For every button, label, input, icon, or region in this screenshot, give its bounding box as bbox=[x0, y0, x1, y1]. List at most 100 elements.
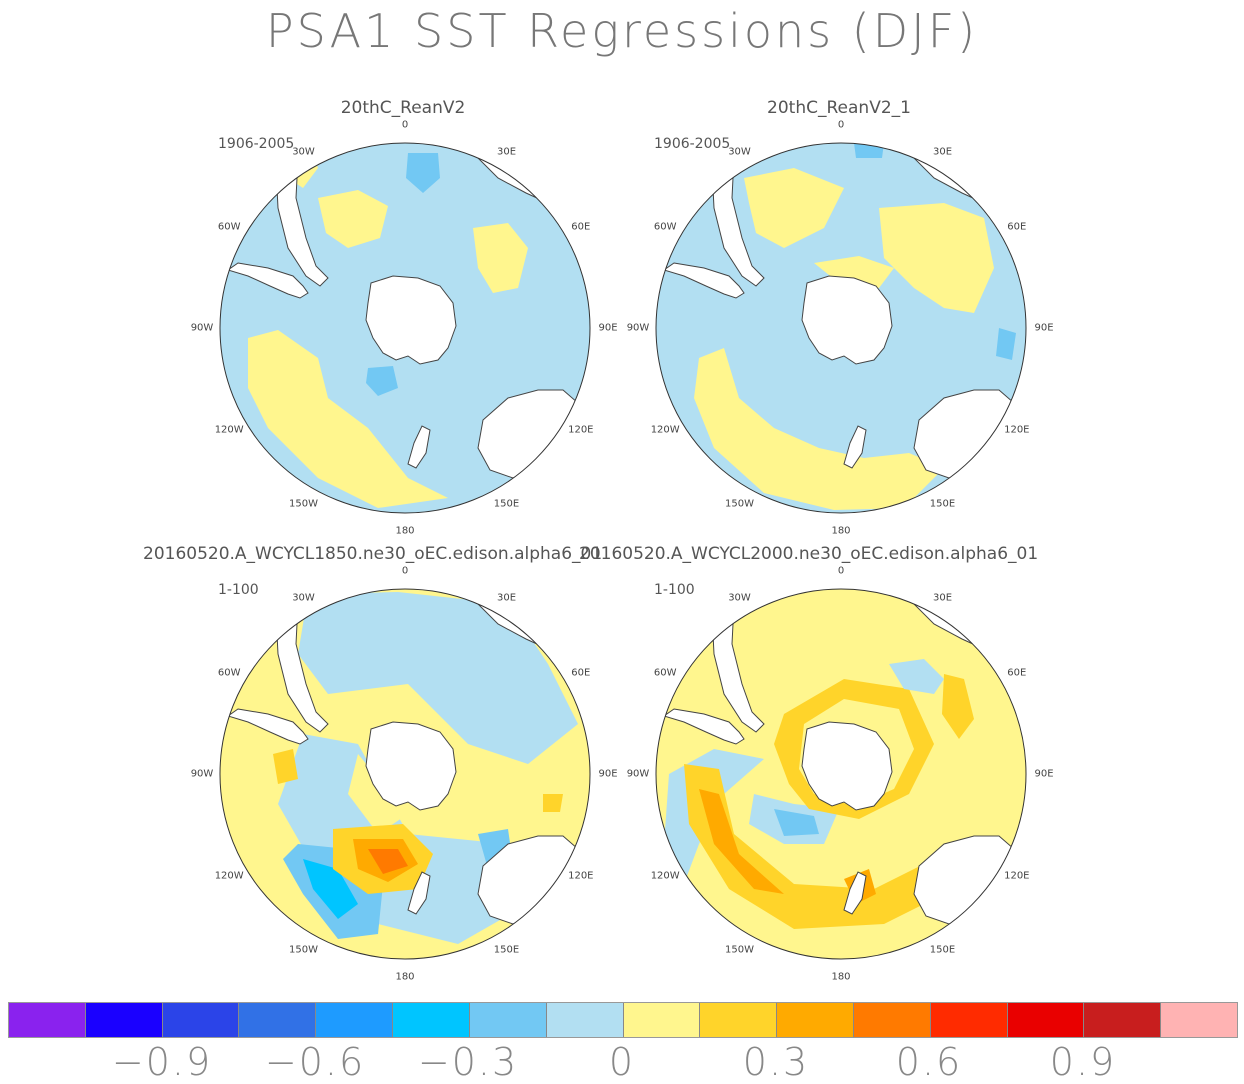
anomaly-contour bbox=[694, 348, 944, 510]
panel-period: 1-100 bbox=[654, 582, 695, 598]
south-america-land bbox=[662, 589, 765, 745]
south-america-land bbox=[226, 143, 329, 299]
anomaly-contour bbox=[248, 330, 448, 508]
longitude-label: 30E bbox=[496, 592, 517, 604]
panel-period: 1906-2005 bbox=[218, 136, 295, 152]
anomaly-contour bbox=[473, 223, 528, 293]
colorbar-swatch bbox=[469, 1003, 547, 1037]
longitude-label: 30E bbox=[932, 592, 953, 604]
colorbar-swatch bbox=[777, 1003, 854, 1037]
longitude-label: 90W bbox=[626, 322, 650, 334]
longitude-label: 180 bbox=[831, 971, 851, 983]
map-boundary bbox=[219, 588, 591, 960]
longitude-label: 150E bbox=[929, 944, 956, 956]
longitude-label: 90E bbox=[1034, 322, 1054, 334]
longitude-label: 150W bbox=[725, 498, 754, 510]
longitude-label: 0 bbox=[837, 119, 845, 131]
longitude-label: 60E bbox=[571, 667, 591, 678]
sst-field bbox=[656, 589, 1026, 959]
polar-map bbox=[655, 588, 1027, 960]
anomaly-contour bbox=[942, 674, 974, 739]
anomaly-contour bbox=[889, 659, 944, 694]
anomaly-contour bbox=[406, 153, 440, 193]
longitude-label: 180 bbox=[395, 971, 415, 983]
antarctica-land bbox=[365, 275, 457, 365]
anomaly-contour bbox=[368, 849, 408, 874]
polar-map bbox=[219, 142, 591, 514]
panel-title: 20thC_ReanV2 bbox=[340, 98, 466, 118]
longitude-label: 30E bbox=[496, 146, 517, 158]
south-america-land bbox=[662, 143, 765, 299]
panel-title: 20thC_ReanV2_1 bbox=[767, 98, 911, 118]
longitude-label: 150E bbox=[929, 498, 956, 510]
longitude-label: 60E bbox=[1007, 221, 1027, 232]
anomaly-contour bbox=[879, 203, 994, 313]
longitude-label: 150W bbox=[725, 944, 754, 956]
longitude-label: 120W bbox=[214, 870, 244, 881]
colorbar-swatch bbox=[162, 1003, 240, 1037]
anomaly-contour bbox=[699, 789, 784, 894]
longitude-label: 150E bbox=[493, 944, 520, 956]
colorbar-swatch bbox=[1084, 1003, 1162, 1037]
antarctica-land bbox=[365, 721, 457, 811]
longitude-label: 120E bbox=[568, 870, 594, 881]
longitude-label: 60W bbox=[653, 667, 677, 678]
panel-title: 20160520.A_WCYCL2000.ne30_oEC.edison.alp… bbox=[579, 544, 1039, 564]
anomaly-contour bbox=[543, 794, 563, 812]
sst-field bbox=[220, 589, 590, 959]
anomaly-contour bbox=[318, 190, 388, 248]
colorbar-tick: 0 bbox=[608, 1040, 636, 1084]
sst-field bbox=[656, 143, 1026, 513]
map-boundary bbox=[655, 588, 1027, 960]
longitude-label: 60W bbox=[217, 221, 241, 232]
colorbar-swatch bbox=[930, 1003, 1008, 1037]
map-boundary bbox=[219, 142, 591, 514]
longitude-label: 90E bbox=[598, 322, 618, 334]
map-panel: 20thC_ReanV2 1906-2005 0 30E 60E 90E 120E 150… bbox=[191, 98, 618, 537]
anomaly-contour bbox=[996, 328, 1016, 360]
longitude-label: 120E bbox=[1004, 424, 1030, 435]
colorbar-swatch bbox=[853, 1003, 931, 1037]
longitude-label: 120W bbox=[650, 424, 680, 435]
longitude-label: 120W bbox=[650, 870, 680, 881]
longitude-label: 60W bbox=[217, 667, 241, 678]
colorbar-swatch bbox=[1007, 1003, 1085, 1037]
anomaly-contour bbox=[273, 749, 298, 784]
colorbar-tick: −0.9 bbox=[111, 1040, 213, 1084]
anomaly-contour bbox=[774, 809, 819, 836]
colorbar-swatch bbox=[623, 1003, 701, 1037]
new-zealand-land bbox=[407, 425, 431, 469]
longitude-label: 60E bbox=[1007, 667, 1027, 678]
colorbar-swatch bbox=[700, 1003, 778, 1037]
longitude-label: 150W bbox=[289, 944, 318, 956]
longitude-label: 0 bbox=[837, 565, 845, 577]
sst-field bbox=[220, 143, 590, 513]
longitude-label: 120E bbox=[568, 424, 594, 435]
longitude-label: 30W bbox=[292, 146, 315, 158]
colorbar-swatch bbox=[85, 1003, 163, 1037]
colorbar-swatch bbox=[9, 1003, 86, 1037]
longitude-label: 0 bbox=[401, 119, 409, 131]
map-panel: 20160520.A_WCYCL1850.ne30_oEC.edison.alp… bbox=[143, 544, 618, 983]
anomaly-contour bbox=[744, 168, 844, 248]
colorbar-tick: −0.6 bbox=[264, 1040, 366, 1084]
longitude-label: 180 bbox=[831, 525, 851, 537]
antarctica-land bbox=[801, 275, 893, 365]
longitude-label: 90E bbox=[598, 768, 618, 780]
new-zealand-land bbox=[843, 871, 867, 915]
colorbar-tick: 0.6 bbox=[895, 1040, 963, 1084]
longitude-label: 150W bbox=[289, 498, 318, 510]
panel-title: 20160520.A_WCYCL1850.ne30_oEC.edison.alp… bbox=[143, 544, 603, 564]
colorbar-swatch bbox=[316, 1003, 394, 1037]
longitude-label: 30W bbox=[728, 146, 751, 158]
new-zealand-land bbox=[407, 871, 431, 915]
colorbar-swatch bbox=[393, 1003, 470, 1037]
panel-period: 1-100 bbox=[218, 582, 259, 598]
longitude-label: 60E bbox=[571, 221, 591, 232]
longitude-label: 150E bbox=[493, 498, 520, 510]
panel-period: 1906-2005 bbox=[654, 136, 731, 152]
longitude-label: 180 bbox=[395, 525, 415, 537]
map-panel: 20160520.A_WCYCL2000.ne30_oEC.edison.alp… bbox=[579, 544, 1054, 983]
longitude-label: 60W bbox=[653, 221, 677, 232]
polar-map bbox=[655, 142, 1027, 514]
